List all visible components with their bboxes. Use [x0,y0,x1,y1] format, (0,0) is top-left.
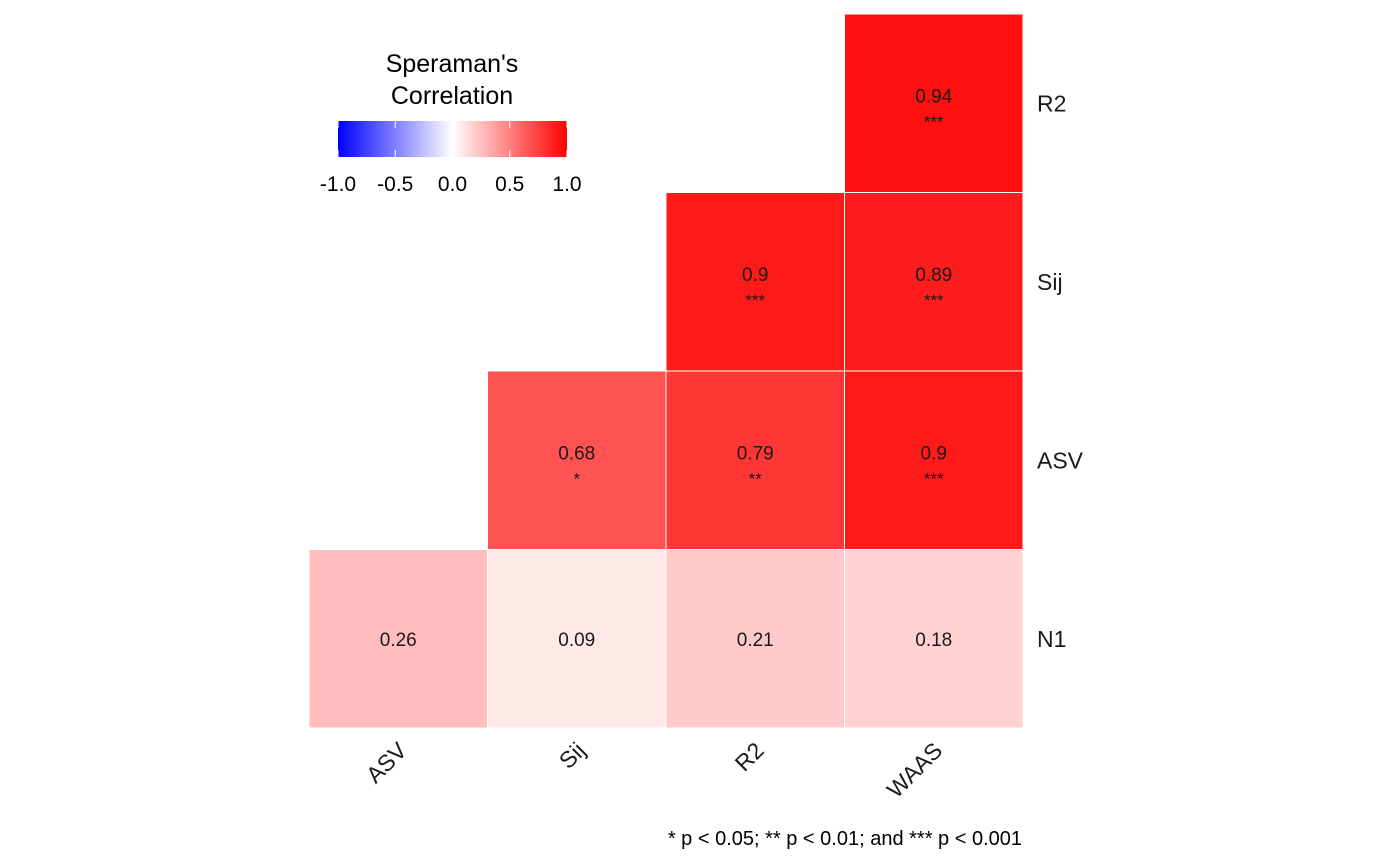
legend-title-line-1: Speraman's [386,50,519,78]
heatmap-cell-r2-waas [844,13,1024,193]
heatmap-cell-n1-sij [487,549,667,729]
heatmap-cell-asv-waas [844,370,1024,550]
cell-value-label-sij-r2: 0.9 [742,265,768,286]
cell-significance-label-asv-waas: *** [924,469,944,488]
cell-significance-label-asv-r2: ** [749,469,763,488]
legend-tick-label-3: 0.5 [495,173,524,196]
x-axis-labels: ASV Sij R2 WAAS [361,737,947,803]
y-axis-label-asv: ASV [1037,447,1084,473]
cell-value-label-n1-asv: 0.26 [380,630,417,651]
heatmap-cells [308,13,1024,729]
cell-value-label-asv-sij: 0.68 [558,443,595,464]
legend-tick-label-4: 1.0 [552,173,581,196]
cell-value-label-n1-sij: 0.09 [558,630,595,651]
cell-significance-label-r2-waas: *** [924,112,944,131]
heatmap-cell-n1-asv [308,549,488,729]
y-axis-label-sij: Sij [1037,269,1063,295]
cell-value-label-n1-waas: 0.18 [915,630,952,651]
cell-value-label-asv-waas: 0.9 [921,443,947,464]
y-axis-label-r2: R2 [1037,90,1066,116]
y-axis-labels: R2 Sij ASV N1 [1037,90,1084,652]
heatmap-cell-labels: 0.94 *** 0.9 *** 0.89 *** 0.68 * 0.79 ** 0.9 *** 0.2… [380,86,953,651]
legend-tick-label-0: -1.0 [320,173,356,196]
heatmap-cell-asv-r2 [665,370,845,550]
x-axis-label-sij: Sij [554,737,590,773]
heatmap-cell-sij-r2 [665,192,845,372]
significance-caption: * p < 0.05; ** p < 0.01; and *** p < 0.0… [668,828,1022,850]
x-axis-label-r2: R2 [730,737,769,776]
cell-value-label-sij-waas: 0.89 [915,265,952,286]
legend-ticks: -1.0 -0.5 0.0 0.5 1.0 [320,121,582,196]
cell-value-label-asv-r2: 0.79 [737,443,774,464]
y-axis-label-n1: N1 [1037,626,1066,652]
cell-value-label-r2-waas: 0.94 [915,86,952,107]
x-axis-label-waas: WAAS [882,737,948,803]
cell-significance-label-sij-r2: *** [745,291,765,310]
heatmap-cell-n1-r2 [665,549,845,729]
color-legend: Speraman's Correlation -1.0 -0.5 0.0 0.5 1.0 [320,50,582,196]
heatmap-cell-n1-waas [844,549,1024,729]
legend-tick-label-1: -0.5 [377,173,413,196]
heatmap-cell-sij-waas [844,192,1024,372]
cell-value-label-n1-r2: 0.21 [737,630,774,651]
cell-significance-label-sij-waas: *** [924,291,944,310]
cell-significance-label-asv-sij: * [573,469,580,488]
legend-tick-label-2: 0.0 [438,173,467,196]
x-axis-label-asv: ASV [361,737,412,788]
heatmap-cell-asv-sij [487,370,667,550]
legend-title-line-2: Correlation [391,82,513,110]
